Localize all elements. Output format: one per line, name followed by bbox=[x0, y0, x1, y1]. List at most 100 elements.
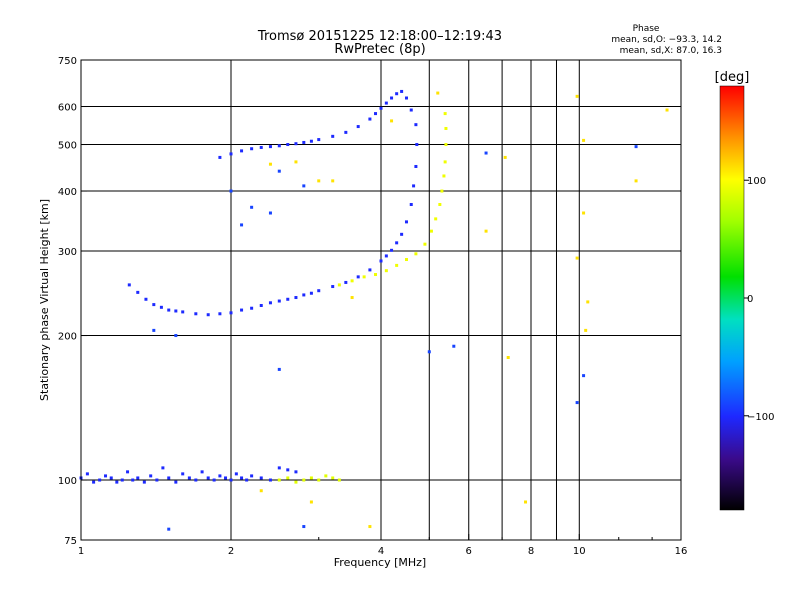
data-point bbox=[294, 296, 298, 300]
data-point bbox=[436, 91, 440, 95]
data-point bbox=[277, 478, 281, 482]
data-point bbox=[317, 478, 321, 482]
data-point bbox=[390, 96, 394, 100]
data-point bbox=[414, 164, 418, 168]
data-point bbox=[634, 145, 638, 149]
colorbar-tick-label: 0 bbox=[747, 294, 753, 305]
data-point bbox=[136, 476, 140, 480]
data-point bbox=[331, 476, 335, 480]
data-point bbox=[240, 223, 244, 227]
data-point bbox=[167, 308, 171, 312]
grid-lines bbox=[81, 60, 681, 540]
data-point bbox=[331, 285, 335, 289]
data-point bbox=[174, 309, 178, 313]
data-point bbox=[240, 308, 244, 312]
data-point bbox=[155, 478, 159, 482]
data-point bbox=[317, 179, 321, 183]
data-point bbox=[324, 474, 328, 478]
data-point bbox=[277, 367, 281, 371]
data-point bbox=[582, 138, 586, 142]
data-point bbox=[229, 152, 233, 156]
data-point bbox=[309, 476, 313, 480]
data-point bbox=[277, 466, 281, 470]
data-point bbox=[452, 344, 456, 348]
data-point bbox=[400, 89, 404, 93]
data-point bbox=[218, 474, 222, 478]
colorbar-label: [deg] bbox=[715, 70, 750, 85]
colorbar bbox=[719, 85, 745, 511]
data-point bbox=[218, 312, 222, 316]
data-point bbox=[443, 112, 447, 116]
data-point bbox=[484, 151, 488, 155]
data-point bbox=[368, 268, 372, 272]
data-point bbox=[259, 489, 263, 493]
data-point bbox=[374, 273, 378, 277]
data-point bbox=[268, 301, 272, 305]
data-point bbox=[350, 296, 354, 300]
data-point bbox=[194, 312, 198, 316]
data-point bbox=[415, 143, 419, 147]
data-point bbox=[136, 290, 140, 294]
data-point bbox=[302, 140, 306, 144]
data-point bbox=[484, 229, 488, 233]
y-tick-label: 750 bbox=[58, 56, 77, 67]
data-point bbox=[240, 149, 244, 153]
data-point bbox=[350, 279, 354, 283]
data-point bbox=[174, 334, 178, 338]
data-point bbox=[277, 144, 281, 148]
data-point bbox=[390, 248, 394, 252]
data-point bbox=[442, 174, 446, 178]
data-point bbox=[344, 130, 348, 134]
data-point bbox=[167, 476, 171, 480]
y-tick-label: 600 bbox=[58, 103, 77, 114]
data-point bbox=[309, 500, 313, 504]
data-point bbox=[395, 263, 399, 267]
data-point bbox=[524, 500, 528, 504]
data-point bbox=[379, 106, 383, 110]
y-tick-label: 400 bbox=[58, 187, 77, 198]
data-point bbox=[229, 189, 233, 193]
data-point bbox=[206, 476, 210, 480]
data-point bbox=[575, 256, 579, 260]
data-point bbox=[317, 138, 321, 142]
data-point bbox=[181, 310, 185, 314]
data-point bbox=[337, 283, 341, 287]
data-point bbox=[506, 355, 510, 359]
x-tick-label: 2 bbox=[228, 546, 234, 557]
data-point bbox=[404, 220, 408, 224]
data-point bbox=[229, 311, 233, 315]
data-point bbox=[98, 478, 102, 482]
x-axis-label: Frequency [MHz] bbox=[334, 556, 426, 569]
data-point bbox=[234, 472, 238, 476]
data-point bbox=[438, 202, 442, 206]
data-point bbox=[337, 478, 341, 482]
x-tick-label: 6 bbox=[466, 546, 472, 557]
y-tick-label: 500 bbox=[58, 141, 77, 152]
data-point bbox=[85, 472, 89, 476]
data-point bbox=[384, 269, 388, 273]
data-point bbox=[194, 478, 198, 482]
data-point bbox=[277, 299, 281, 303]
data-point bbox=[582, 211, 586, 215]
data-point bbox=[665, 108, 669, 112]
data-point bbox=[286, 297, 290, 301]
chart-subtitle: RwPretec (8p) bbox=[334, 42, 425, 57]
data-point bbox=[259, 476, 263, 480]
x-tick-label: 16 bbox=[675, 546, 688, 557]
phase-stats-title: Phase bbox=[633, 24, 660, 34]
data-point bbox=[212, 478, 216, 482]
data-point bbox=[167, 527, 171, 531]
y-tick-label: 75 bbox=[64, 536, 77, 547]
data-point bbox=[634, 179, 638, 183]
data-point bbox=[575, 94, 579, 98]
data-point bbox=[440, 189, 444, 193]
data-point bbox=[302, 293, 306, 297]
data-point bbox=[356, 275, 360, 279]
data-point bbox=[390, 119, 394, 123]
data-point bbox=[374, 112, 378, 116]
y-tick-label: 200 bbox=[58, 332, 77, 343]
data-point bbox=[384, 101, 388, 105]
data-point bbox=[404, 258, 408, 262]
data-point bbox=[161, 466, 165, 470]
